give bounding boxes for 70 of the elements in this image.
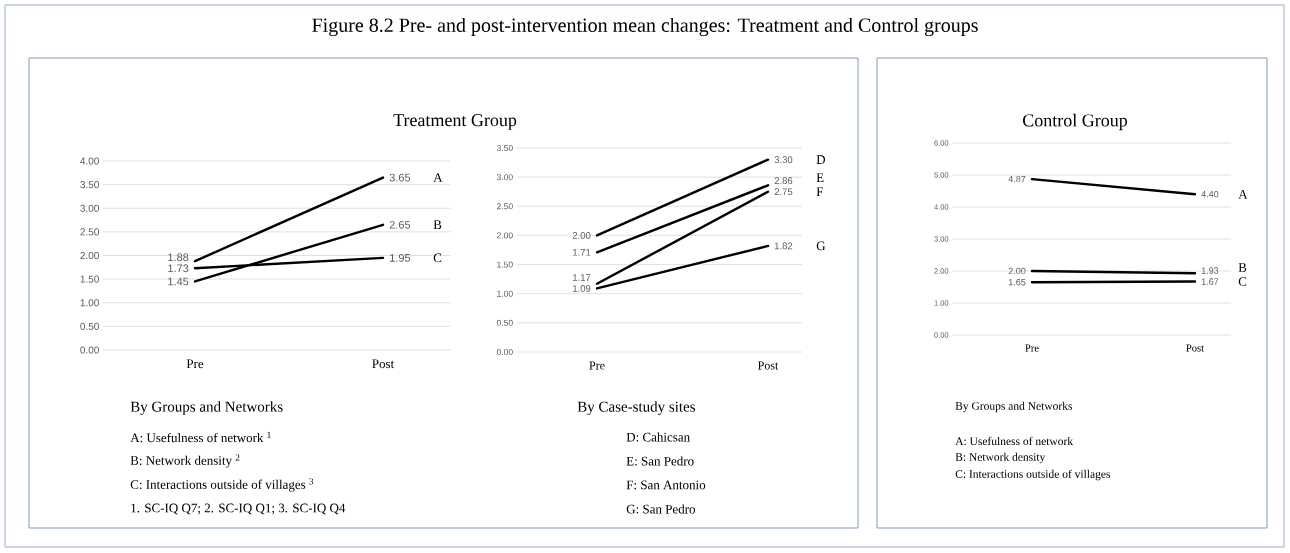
data-label: 1.65 bbox=[1008, 279, 1026, 286]
text: G: San Pedro bbox=[626, 504, 696, 514]
data-label: 4.87 bbox=[1008, 175, 1026, 183]
text: F bbox=[816, 187, 823, 196]
data-label: 2.86 bbox=[774, 177, 793, 185]
data-label: 2.00 bbox=[572, 232, 591, 239]
y-tick-label: 4.00 bbox=[80, 157, 99, 165]
y-tick-label: 0.00 bbox=[496, 348, 513, 355]
data-label: 2.75 bbox=[774, 188, 793, 196]
text: By Case-study sites bbox=[577, 401, 695, 415]
data-label: 1.95 bbox=[390, 253, 411, 262]
data-label: 1.71 bbox=[573, 249, 591, 256]
y-tick-label: 1.50 bbox=[80, 275, 99, 283]
x-tick-label: Post bbox=[758, 361, 779, 370]
text: A bbox=[1238, 189, 1248, 199]
text: A bbox=[433, 173, 443, 182]
y-tick-label: 1.00 bbox=[497, 290, 513, 297]
data-label: 1.09 bbox=[573, 285, 591, 292]
text: B: Network density bbox=[955, 452, 1046, 464]
data-label: 1.17 bbox=[573, 274, 591, 281]
text: By Groups and Networks bbox=[130, 401, 283, 415]
x-tick-label: Pre bbox=[589, 361, 605, 370]
data-label: 1.45 bbox=[168, 277, 189, 286]
data-label: 4.40 bbox=[1201, 191, 1219, 198]
text: B bbox=[1238, 263, 1247, 272]
text: B: Network density $^{2}$ bbox=[130, 454, 240, 468]
y-tick-label: 3.00 bbox=[80, 204, 99, 212]
data-label: 3.30 bbox=[774, 156, 793, 164]
text: Figure 8.2 Pre- and post-intervention mean changes: Treatment and Control groups bbox=[312, 17, 978, 37]
y-tick-label: 0.00 bbox=[80, 346, 99, 354]
text: A: Usefulness of network bbox=[955, 436, 1074, 446]
text: D: Cahicsan bbox=[626, 432, 690, 442]
y-tick-label: 0.50 bbox=[80, 322, 99, 330]
data-label: 1.73 bbox=[168, 264, 189, 273]
data-label: 3.65 bbox=[389, 173, 411, 182]
data-label: 1.88 bbox=[168, 253, 189, 262]
y-tick-label: 2.00 bbox=[80, 251, 99, 260]
text: A: Usefulness of network $^{1}$ bbox=[130, 431, 271, 443]
y-tick-label: 3.00 bbox=[496, 174, 513, 181]
data-label: 2.65 bbox=[389, 220, 411, 229]
y-tick-label: 1.50 bbox=[497, 261, 513, 268]
data-label: 1.67 bbox=[1201, 278, 1219, 285]
y-tick-label: 3.50 bbox=[80, 181, 99, 189]
data-label: 1.93 bbox=[1201, 267, 1219, 274]
y-tick-label: 2.50 bbox=[496, 203, 513, 210]
chart-title: Control Group bbox=[1022, 113, 1128, 131]
x-tick-label: Post bbox=[1186, 344, 1204, 352]
x-tick-label: Pre bbox=[1025, 344, 1039, 352]
text: 1. SC-IQ Q7; 2. SC-IQ Q1; 3. SC-IQ Q4 bbox=[131, 503, 346, 515]
text: F: San Antonio bbox=[626, 480, 706, 490]
x-tick-label: Post bbox=[372, 359, 395, 369]
text: E: San Pedro bbox=[626, 456, 694, 466]
text: D bbox=[816, 155, 826, 164]
y-tick-label: 1.00 bbox=[80, 299, 99, 307]
y-tick-label: 3.50 bbox=[496, 144, 513, 151]
y-tick-label: 2.00 bbox=[496, 232, 513, 239]
text: C bbox=[433, 253, 442, 263]
data-label: 2.00 bbox=[1008, 267, 1026, 275]
text: B bbox=[433, 220, 442, 230]
data-label: 1.82 bbox=[774, 242, 793, 250]
text: G bbox=[816, 241, 826, 251]
text: C: Interactions outside of villages bbox=[955, 469, 1111, 481]
text: C: Interactions outside of villages $^{3}$ bbox=[130, 478, 314, 492]
text: E bbox=[816, 173, 824, 182]
text: C bbox=[1238, 277, 1247, 286]
y-tick-label: 2.50 bbox=[80, 228, 99, 236]
x-tick-label: Pre bbox=[186, 359, 204, 369]
text: By Groups and Networks bbox=[955, 401, 1073, 413]
y-tick-label: 0.50 bbox=[496, 319, 513, 326]
chart-subtitle: Treatment Group bbox=[393, 114, 517, 130]
